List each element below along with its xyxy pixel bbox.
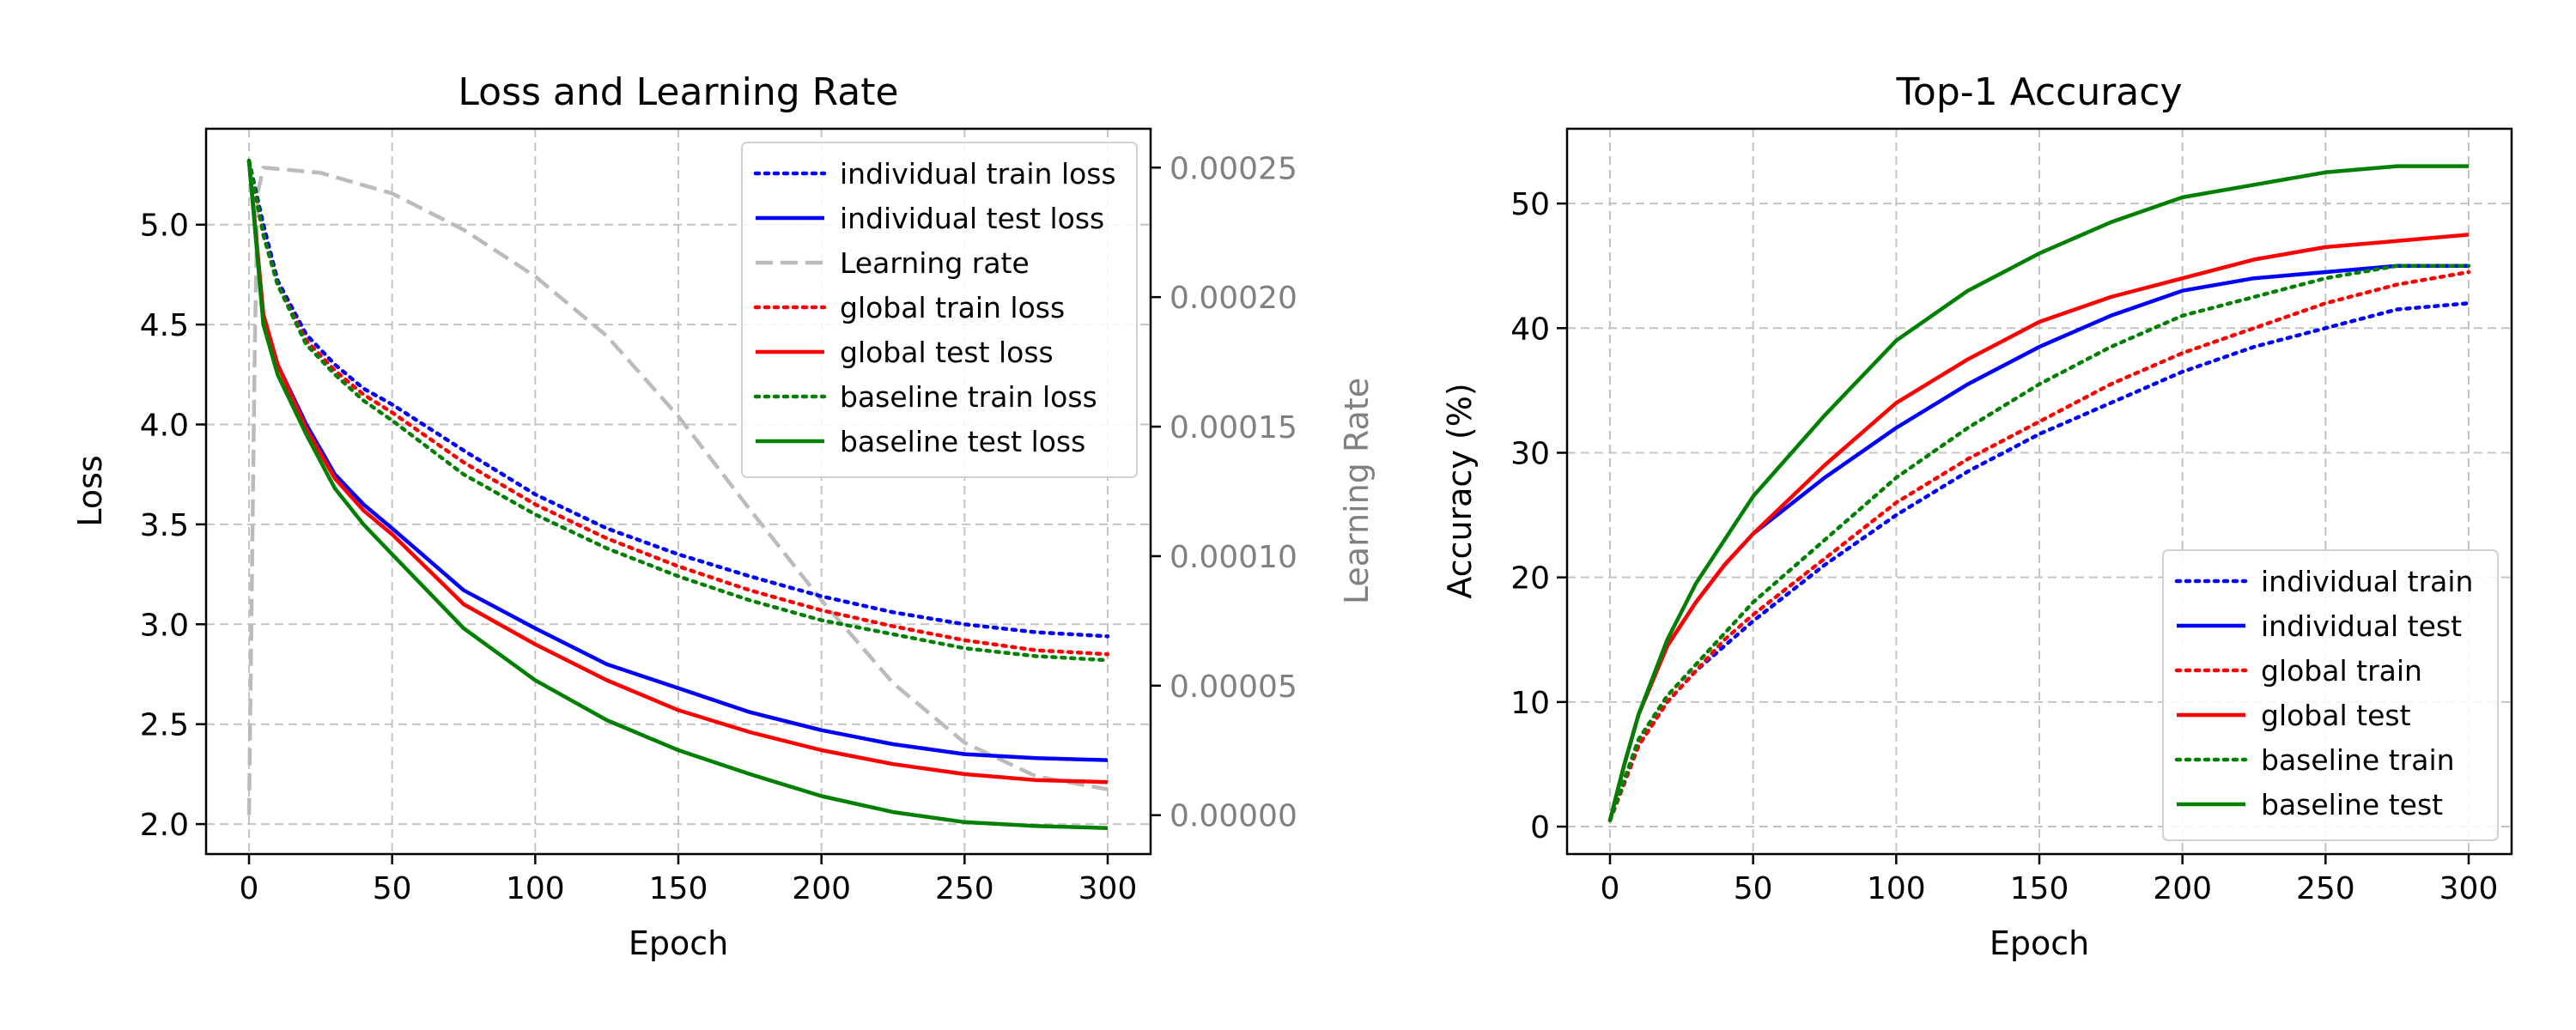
x-tick-label: 150	[2010, 871, 2069, 906]
y-tick-label: 30	[1510, 436, 1550, 471]
series-lines	[246, 158, 1110, 830]
legend: individual train individual test global tr…	[2162, 549, 2499, 841]
y-tick-label: 2.0	[140, 808, 189, 843]
legend-label: baseline test	[2261, 788, 2443, 821]
x-tick-label: 50	[1734, 871, 1773, 906]
legend-item: individual train	[2174, 565, 2473, 598]
series-line-baseline-train	[1607, 264, 2471, 823]
y-tick-label: 5.0	[140, 209, 189, 244]
chart-title: Loss and Learning Rate	[458, 70, 898, 114]
chart-loss-and-learning-rate: Loss and Learning Rate Epoch Loss Learni…	[71, 70, 1376, 962]
series-lines	[1607, 164, 2471, 823]
y-tick-label: 3.0	[140, 608, 189, 643]
legend-label: global train	[2261, 654, 2422, 688]
y-tick-label: 20	[1510, 561, 1550, 597]
legend-item: individual test	[2177, 609, 2462, 643]
y2-tick-label: 0.00000	[1170, 799, 1297, 834]
legend-label: baseline test loss	[840, 425, 1085, 458]
x-tick-label: 300	[2439, 871, 2499, 906]
legend-label: global test	[2261, 699, 2411, 732]
secondary-y-axis-label: Learning Rate	[1338, 378, 1376, 604]
series-line-baseline-train-loss	[246, 158, 1110, 663]
x-tick-label: 250	[935, 871, 994, 906]
legend-label: baseline train loss	[840, 380, 1097, 414]
legend-box	[741, 142, 1138, 478]
chart-title: Top-1 Accuracy	[1896, 70, 2183, 114]
x-tick-label: 150	[649, 871, 708, 906]
series-line-learning-rate	[246, 166, 1109, 815]
x-tick-label: 200	[792, 871, 851, 906]
x-tick-label: 0	[1601, 871, 1620, 906]
legend-label: baseline train	[2261, 743, 2455, 777]
y-tick-label: 2.5	[140, 708, 189, 743]
legend-item: baseline train loss	[753, 380, 1097, 414]
x-axis-ticks: 0 50 100 150 200 250 300	[1601, 854, 2499, 906]
x-tick-label: 300	[1078, 871, 1138, 906]
y2-tick-label: 0.00005	[1170, 670, 1297, 705]
legend-item: baseline test	[2177, 788, 2443, 821]
y-axis-label: Accuracy (%)	[1441, 383, 1479, 598]
y-axis-ticks: 0 10 20 30 40 50	[1510, 187, 1567, 845]
series-line-baseline-test-loss	[246, 161, 1109, 830]
legend-item: baseline train	[2174, 743, 2455, 777]
x-tick-label: 100	[506, 871, 565, 906]
legend-item: Learning rate	[756, 246, 1030, 280]
x-tick-label: 200	[2153, 871, 2212, 906]
y-tick-label: 4.0	[140, 409, 189, 444]
series-line-global-train	[1607, 270, 2471, 823]
legend-item: baseline test loss	[756, 425, 1085, 458]
legend-item: individual test loss	[756, 202, 1104, 235]
x-axis-ticks: 0 50 100 150 200 250 300	[240, 854, 1138, 906]
legend-label: individual train	[2261, 565, 2473, 598]
x-axis-label: Epoch	[1990, 924, 2089, 962]
x-tick-label: 250	[2296, 871, 2355, 906]
secondary-y-axis-ticks: 0.00000 0.00005 0.00010 0.00015 0.00020 0.000…	[1151, 151, 1297, 834]
legend: individual train loss individual test los…	[741, 142, 1138, 478]
series-line-global-test-loss	[246, 160, 1109, 785]
legend-label: global test loss	[840, 336, 1054, 369]
y-tick-label: 40	[1510, 312, 1550, 347]
y-tick-label: 10	[1510, 686, 1550, 721]
legend-label: individual test loss	[840, 202, 1104, 235]
x-tick-label: 50	[373, 871, 412, 906]
y-tick-label: 0	[1530, 810, 1550, 845]
legend-item: individual train loss	[753, 157, 1116, 191]
legend-item: global test loss	[756, 336, 1054, 369]
y-tick-label: 50	[1510, 187, 1550, 222]
legend-label: individual test	[2261, 609, 2462, 643]
x-tick-label: 0	[240, 871, 259, 906]
legend-label: global train loss	[840, 291, 1065, 324]
legend-label: individual train loss	[840, 157, 1116, 191]
chart-top1-accuracy: Top-1 Accuracy Epoch Accuracy (%) 0 50 100…	[1441, 70, 2513, 962]
y2-tick-label: 0.00015	[1170, 410, 1297, 445]
y-axis-label: Loss	[71, 455, 109, 526]
y2-tick-label: 0.00025	[1170, 151, 1297, 186]
x-axis-label: Epoch	[629, 924, 728, 962]
x-tick-label: 100	[1867, 871, 1926, 906]
y-axis-ticks: 2.0 2.5 3.0 3.5 4.0 4.5 5.0	[140, 209, 206, 843]
legend-box	[2162, 549, 2499, 841]
legend-item: global test	[2177, 699, 2411, 732]
legend-item: global train loss	[753, 291, 1065, 324]
y2-tick-label: 0.00010	[1170, 540, 1297, 575]
legend-item: global train	[2174, 654, 2422, 688]
y2-tick-label: 0.00020	[1170, 281, 1297, 316]
series-line-baseline-test	[1607, 164, 2469, 821]
series-line-individual-train-loss	[246, 158, 1110, 639]
y-tick-label: 4.5	[140, 308, 189, 343]
y-tick-label: 3.5	[140, 508, 189, 543]
legend-label: Learning rate	[840, 246, 1030, 280]
